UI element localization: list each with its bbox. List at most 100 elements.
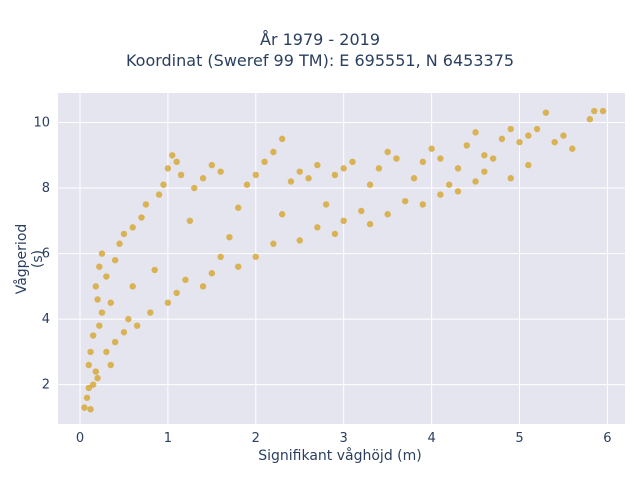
data-point <box>107 361 114 369</box>
data-point <box>98 250 106 257</box>
data-point <box>375 165 383 172</box>
data-point <box>287 178 295 185</box>
y-axis-title: Vågperiod (s) <box>14 223 46 295</box>
data-point <box>410 175 418 182</box>
data-point <box>199 175 207 182</box>
data-point <box>314 161 321 169</box>
data-point <box>243 181 251 188</box>
x-tick-label: 5 <box>515 431 523 446</box>
data-point <box>270 240 277 247</box>
data-point <box>138 214 145 221</box>
data-point <box>107 299 114 306</box>
data-point <box>235 263 242 270</box>
x-tick-label: 0 <box>76 431 84 446</box>
data-point <box>591 107 598 115</box>
y-tick-label: 10 <box>33 115 50 130</box>
data-point <box>160 181 167 188</box>
x-tick-label: 3 <box>340 431 348 446</box>
data-point <box>463 142 470 149</box>
data-point <box>173 289 180 297</box>
data-point <box>208 161 216 169</box>
data-point <box>83 394 91 401</box>
x-axis-title: Signifikant våghöjd (m) <box>258 448 422 464</box>
data-point <box>226 233 233 241</box>
data-point <box>498 135 506 143</box>
data-point <box>182 276 189 284</box>
data-point <box>437 155 444 162</box>
data-point <box>340 165 347 172</box>
data-point <box>454 165 462 172</box>
data-point <box>96 322 103 329</box>
data-point <box>402 197 409 205</box>
data-point <box>314 224 321 231</box>
data-point <box>525 132 532 139</box>
data-point <box>94 374 101 382</box>
data-point <box>85 361 92 369</box>
data-point <box>217 253 224 261</box>
x-axis-ticks: 0 1 2 3 4 5 6 <box>76 431 612 446</box>
data-point <box>164 165 172 172</box>
data-point <box>120 230 128 238</box>
data-point <box>98 309 106 316</box>
data-point <box>164 299 172 306</box>
plot-area <box>58 93 625 424</box>
data-point <box>481 168 488 175</box>
data-point <box>296 237 303 244</box>
data-point <box>428 145 435 152</box>
y-tick-label: 4 <box>42 312 50 327</box>
y-tick-label: 8 <box>42 181 50 196</box>
data-point <box>481 152 488 159</box>
data-point <box>525 161 532 169</box>
data-point <box>366 181 374 188</box>
data-point <box>120 329 128 336</box>
y-tick-label: 2 <box>42 378 50 393</box>
data-point <box>516 138 523 146</box>
data-point <box>89 381 97 388</box>
data-point <box>305 175 312 182</box>
data-point <box>349 158 356 166</box>
data-point <box>129 224 136 231</box>
data-point <box>551 138 558 146</box>
data-point <box>437 191 444 198</box>
data-point <box>111 338 119 346</box>
data-point <box>173 158 180 166</box>
data-point <box>103 348 110 356</box>
data-point <box>533 125 541 133</box>
data-point <box>419 158 427 166</box>
data-point <box>278 135 286 143</box>
data-point <box>142 201 150 208</box>
data-point <box>186 217 194 225</box>
data-point <box>85 384 92 392</box>
data-point <box>599 107 607 115</box>
data-point <box>96 263 103 270</box>
data-point <box>191 184 198 192</box>
data-point <box>133 322 141 329</box>
data-point <box>103 273 110 280</box>
data-point <box>489 155 497 162</box>
data-point <box>116 240 123 247</box>
data-point <box>151 266 158 274</box>
data-point <box>340 217 347 225</box>
data-point <box>92 283 100 290</box>
data-point <box>155 191 163 198</box>
data-point <box>445 181 453 188</box>
data-point <box>111 256 119 264</box>
data-point <box>472 178 479 185</box>
data-point <box>507 175 514 182</box>
data-point <box>87 348 94 356</box>
data-point <box>472 129 479 136</box>
data-point <box>92 368 100 375</box>
x-tick-label: 4 <box>427 431 435 446</box>
data-point <box>322 201 330 208</box>
data-point <box>169 152 176 159</box>
data-point <box>208 270 216 277</box>
data-point <box>89 332 97 339</box>
data-point <box>177 171 185 179</box>
data-points <box>81 107 607 413</box>
data-point <box>586 116 594 123</box>
data-point <box>542 109 550 116</box>
data-point <box>454 188 462 195</box>
data-point <box>507 125 514 133</box>
data-point <box>331 230 339 238</box>
data-point <box>278 211 286 218</box>
